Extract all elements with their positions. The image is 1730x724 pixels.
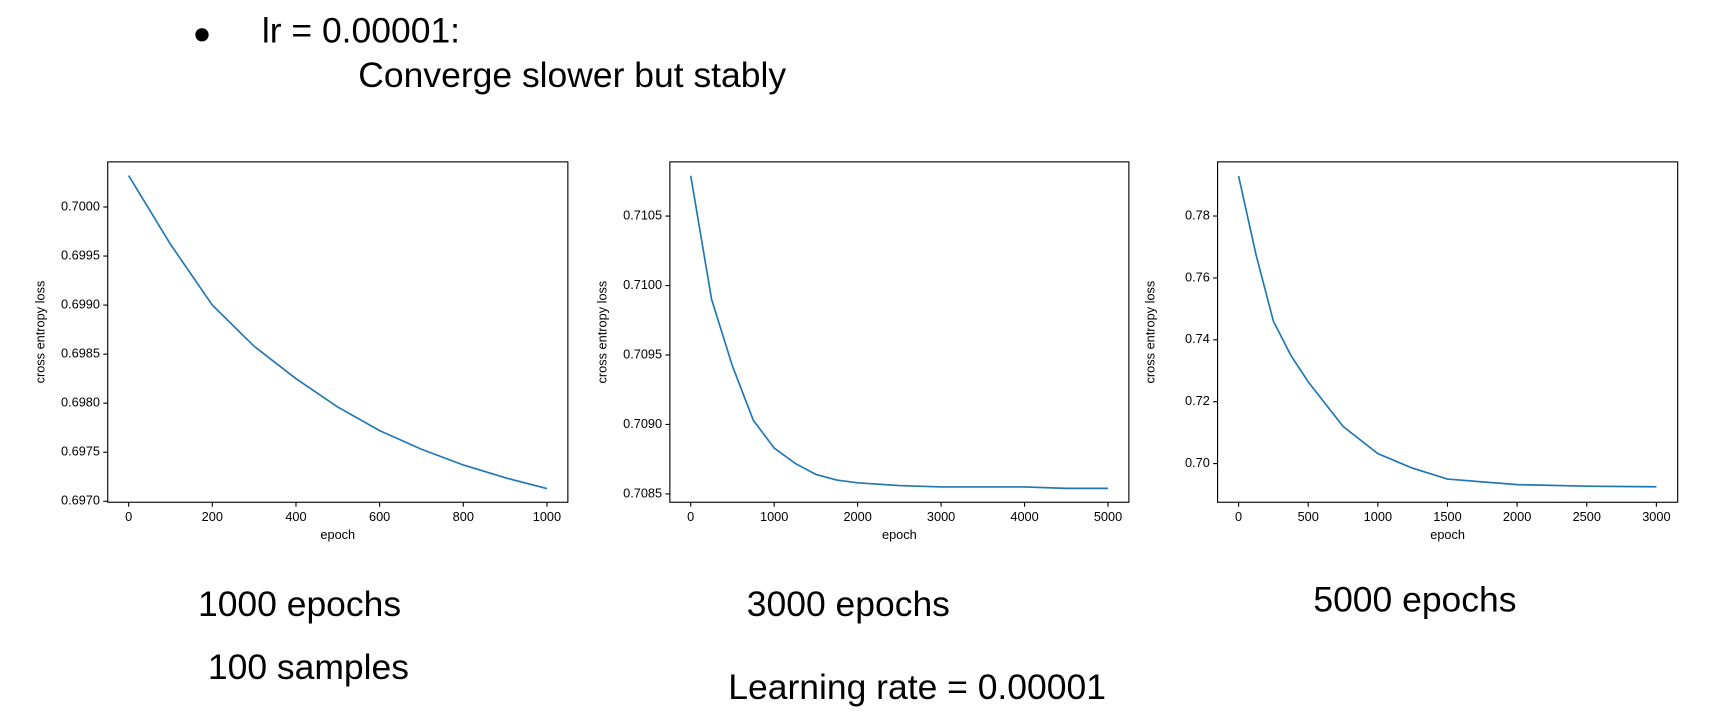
x-tick-label: 4000 <box>1010 509 1038 524</box>
x-tick-label: 5000 <box>1094 509 1122 524</box>
y-tick-label: 0.6995 <box>61 247 100 262</box>
caption: 1000 epochs <box>198 584 401 624</box>
y-tick-label: 0.6970 <box>61 493 100 508</box>
y-tick-label: 0.7085 <box>623 485 662 500</box>
y-tick-label: 0.6975 <box>61 444 100 459</box>
x-tick-label: 0 <box>687 509 694 524</box>
x-tick-label: 500 <box>1298 509 1319 524</box>
y-tick-label: 0.6985 <box>61 346 100 361</box>
bullet-detail: Converge slower but stably <box>358 55 786 95</box>
x-tick-label: 400 <box>285 509 306 524</box>
plot-frame <box>669 161 1130 503</box>
x-axis-label: epoch <box>320 527 355 542</box>
y-tick-label: 0.6980 <box>61 395 100 410</box>
chart: 0.70 0.72 0.74 0.76 0.78 0 500 1000 1500 2000 2500… <box>1142 161 1679 542</box>
x-tick-label: 1000 <box>1364 509 1392 524</box>
y-tick-label: 0.78 <box>1185 207 1210 222</box>
y-tick-label: 0.7090 <box>623 416 662 431</box>
x-tick-label: 800 <box>453 509 474 524</box>
y-tick-label: 0.7095 <box>623 346 662 361</box>
y-tick-label: 0.72 <box>1185 393 1210 408</box>
y-axis-label: cross entropy loss <box>33 281 48 384</box>
y-tick-label: 0.7000 <box>61 198 100 213</box>
y-axis-label: cross entropy loss <box>595 281 610 384</box>
x-tick-label: 1000 <box>533 509 561 524</box>
x-tick-label: 1000 <box>760 509 788 524</box>
caption: 3000 epochs <box>747 584 950 624</box>
loss-line <box>1237 175 1657 488</box>
caption: 100 samples <box>208 647 409 687</box>
loss-line <box>689 175 1109 490</box>
y-tick-label: 0.70 <box>1185 455 1210 470</box>
plot-frame <box>1217 161 1679 503</box>
x-tick-label: 2000 <box>1503 509 1531 524</box>
caption: 5000 epochs <box>1313 579 1516 619</box>
x-tick-label: 600 <box>369 509 390 524</box>
y-tick-label: 0.7100 <box>623 277 662 292</box>
plot-frame <box>107 161 569 503</box>
loss-line <box>127 175 548 490</box>
y-tick-label: 0.74 <box>1185 331 1210 346</box>
y-tick-label: 0.7105 <box>623 207 662 222</box>
x-tick-label: 2000 <box>843 509 871 524</box>
bullet-text: lr = 0.00001: <box>262 11 460 51</box>
y-tick-label: 0.76 <box>1185 269 1210 284</box>
x-tick-label: 1500 <box>1433 509 1461 524</box>
y-tick-label: 0.6990 <box>61 296 100 311</box>
x-tick-label: 2500 <box>1573 509 1601 524</box>
x-tick-label: 3000 <box>1642 509 1670 524</box>
x-axis-label: epoch <box>882 527 917 542</box>
bullet-dot: ● <box>193 16 212 51</box>
y-axis-label: cross entropy loss <box>1142 281 1157 384</box>
chart: 0.7085 0.7090 0.7095 0.7100 0.7105 0 1000 2000 3… <box>595 161 1130 542</box>
chart: 0.6970 0.6975 0.6980 0.6985 0.6990 0.6995 0.70… <box>33 161 569 542</box>
x-tick-label: 3000 <box>927 509 955 524</box>
x-tick-label: 200 <box>202 509 223 524</box>
x-axis-label: epoch <box>1430 527 1465 542</box>
caption: Learning rate = 0.00001 <box>728 667 1106 707</box>
x-tick-label: 0 <box>1235 509 1242 524</box>
x-tick-label: 0 <box>125 509 132 524</box>
